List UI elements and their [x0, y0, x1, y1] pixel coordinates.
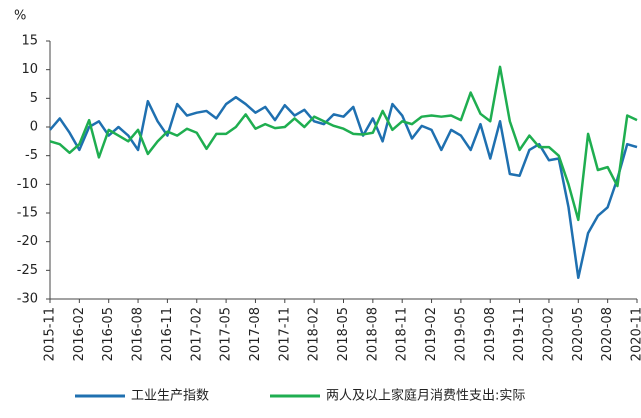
x-tick-label: 2019-02 — [424, 307, 439, 361]
y-tick-label: -25 — [17, 263, 38, 278]
y-tick-label: -5 — [25, 148, 38, 163]
x-tick-label: 2018-11 — [395, 307, 410, 361]
legend-label: 两人及以上家庭月消费性支出:实际 — [326, 388, 525, 404]
x-tick-label: 2017-08 — [248, 307, 263, 361]
x-tick-label: 2017-05 — [219, 307, 234, 361]
y-tick-label: -20 — [17, 234, 38, 249]
x-tick-label: 2018-05 — [336, 307, 351, 361]
x-tick-label: 2016-02 — [72, 307, 87, 361]
y-tick-label: 10 — [21, 62, 38, 77]
x-tick-label: 2017-11 — [277, 307, 292, 361]
x-tick-label: 2016-05 — [101, 307, 116, 361]
y-tick-label: -10 — [17, 177, 38, 192]
x-tick-label: 2015-11 — [43, 307, 58, 361]
x-tick-label: 2020-11 — [630, 307, 641, 361]
x-tick-label: 2018-08 — [365, 307, 380, 361]
y-tick-label: -30 — [17, 292, 38, 307]
y-tick-label: 15 — [21, 34, 38, 49]
x-tick-label: 2016-11 — [160, 307, 175, 361]
x-tick-label: 2017-02 — [189, 307, 204, 361]
x-tick-label: 2019-08 — [483, 307, 498, 361]
y-tick-label: 5 — [30, 91, 38, 106]
x-tick-label: 2019-05 — [453, 307, 468, 361]
x-tick-label: 2016-08 — [131, 307, 146, 361]
x-tick-label: 2018-02 — [307, 307, 322, 361]
x-tick-label: 2019-11 — [512, 307, 527, 361]
line-series — [50, 97, 637, 278]
line-series — [50, 67, 637, 220]
y-unit: % — [14, 9, 26, 24]
x-tick-label: 2020-02 — [541, 307, 556, 361]
x-tick-label: 2020-08 — [600, 307, 615, 361]
y-tick-label: 0 — [30, 120, 38, 135]
legend-label: 工业生产指数 — [131, 389, 209, 404]
x-tick-label: 2020-05 — [571, 307, 586, 361]
y-tick-label: -15 — [17, 206, 38, 221]
